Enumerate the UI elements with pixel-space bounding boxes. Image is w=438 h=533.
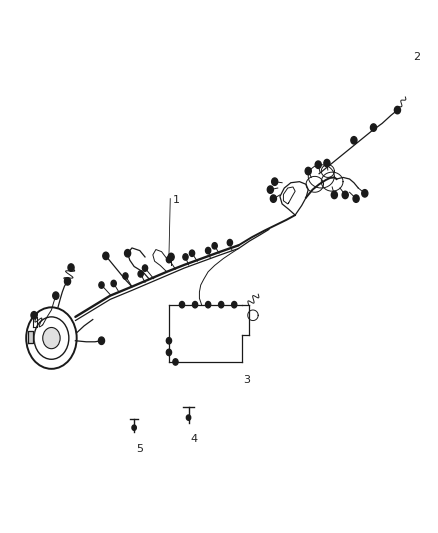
Circle shape bbox=[315, 161, 321, 168]
Text: 3: 3 bbox=[243, 375, 250, 385]
Circle shape bbox=[68, 264, 74, 271]
Circle shape bbox=[267, 186, 273, 193]
Circle shape bbox=[142, 265, 148, 271]
Circle shape bbox=[123, 273, 128, 279]
Circle shape bbox=[166, 337, 172, 344]
Circle shape bbox=[205, 247, 211, 254]
Circle shape bbox=[103, 252, 109, 260]
Circle shape bbox=[168, 253, 174, 261]
Circle shape bbox=[26, 308, 77, 369]
Circle shape bbox=[99, 337, 105, 344]
Circle shape bbox=[371, 124, 377, 131]
Circle shape bbox=[353, 195, 359, 203]
Circle shape bbox=[232, 302, 237, 308]
Circle shape bbox=[186, 415, 191, 420]
Circle shape bbox=[166, 349, 172, 356]
Text: 5: 5 bbox=[136, 445, 143, 455]
Circle shape bbox=[64, 278, 71, 285]
Circle shape bbox=[227, 239, 233, 246]
Polygon shape bbox=[28, 331, 33, 343]
Circle shape bbox=[124, 249, 131, 257]
Text: 1: 1 bbox=[173, 195, 180, 205]
Circle shape bbox=[99, 282, 104, 288]
Circle shape bbox=[331, 191, 337, 199]
Circle shape bbox=[394, 107, 400, 114]
Circle shape bbox=[212, 243, 217, 249]
Circle shape bbox=[173, 359, 178, 365]
Circle shape bbox=[189, 250, 194, 256]
Circle shape bbox=[31, 312, 37, 319]
Polygon shape bbox=[33, 317, 37, 327]
Circle shape bbox=[166, 256, 172, 263]
Circle shape bbox=[183, 254, 188, 260]
Circle shape bbox=[362, 190, 368, 197]
Circle shape bbox=[111, 280, 116, 287]
Circle shape bbox=[351, 136, 357, 144]
Circle shape bbox=[53, 292, 59, 300]
Text: 2: 2 bbox=[413, 52, 420, 62]
Circle shape bbox=[138, 271, 143, 277]
Circle shape bbox=[205, 302, 211, 308]
Circle shape bbox=[132, 425, 136, 430]
Circle shape bbox=[272, 178, 278, 185]
Circle shape bbox=[34, 317, 69, 359]
Circle shape bbox=[219, 302, 224, 308]
Circle shape bbox=[180, 302, 185, 308]
Circle shape bbox=[43, 327, 60, 349]
Circle shape bbox=[192, 302, 198, 308]
Circle shape bbox=[342, 191, 348, 199]
Text: 4: 4 bbox=[191, 434, 198, 444]
Circle shape bbox=[324, 159, 330, 167]
Circle shape bbox=[270, 195, 276, 203]
Circle shape bbox=[305, 167, 311, 175]
